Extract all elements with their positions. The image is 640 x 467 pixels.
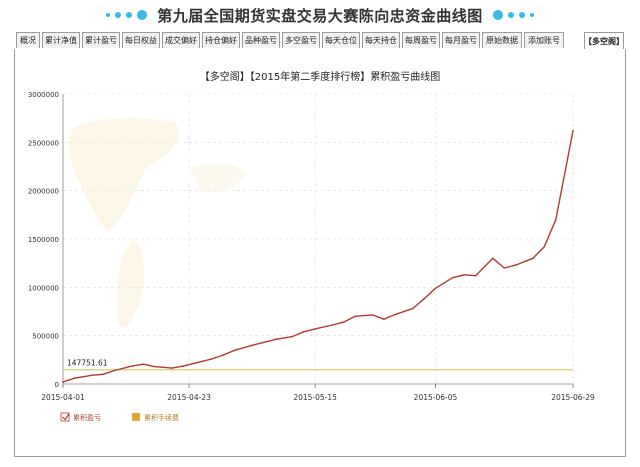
decor-dots-left	[106, 10, 148, 20]
tab-weekly-pnl[interactable]: 每周盈亏	[402, 32, 440, 48]
legend-label-cumulative-fee: 累积手续费	[144, 413, 179, 422]
decor-dot	[507, 12, 514, 18]
annotation-fee-value: 147751.61	[67, 359, 108, 368]
data-point-cumulative-pnl	[371, 314, 374, 316]
data-point-cumulative-pnl	[171, 367, 173, 369]
tab-duokongge[interactable]: 【多空阁】	[584, 32, 624, 49]
decor-dot	[126, 12, 133, 18]
data-point-cumulative-pnl	[182, 365, 185, 367]
tab-product-pnl[interactable]: 品种盈亏	[242, 32, 280, 48]
data-point-cumulative-pnl	[73, 377, 76, 380]
x-tick-label: 2015-04-23	[167, 393, 211, 402]
tab-cumulative-nav[interactable]: 累计净值	[42, 32, 80, 48]
data-point-cumulative-pnl	[211, 358, 213, 360]
decor-dot	[115, 12, 122, 18]
y-tick-label: 0	[55, 381, 59, 389]
data-point-cumulative-pnl	[543, 245, 546, 248]
decor-dot	[137, 10, 148, 20]
chart-panel: 0 500000 1000000 1500000 2000000 2500000 30000…	[14, 49, 626, 457]
tab-raw-data[interactable]: 原始数据	[482, 32, 522, 48]
data-point-cumulative-pnl	[314, 328, 316, 330]
data-point-cumulative-pnl	[394, 313, 397, 316]
chart-series: 147751.61	[62, 129, 574, 383]
pnl-chart: 0 500000 1000000 1500000 2000000 2500000 30000…	[28, 70, 595, 422]
data-point-cumulative-pnl	[302, 331, 305, 333]
check-icon	[62, 413, 70, 421]
data-point-cumulative-pnl	[491, 257, 494, 260]
y-tick-label: 2500000	[28, 139, 59, 147]
data-point-cumulative-pnl	[383, 318, 385, 321]
data-point-cumulative-pnl	[354, 315, 357, 318]
data-point-cumulative-pnl	[451, 276, 454, 279]
data-point-cumulative-pnl	[474, 274, 477, 277]
y-tick-label: 2000000	[28, 188, 59, 196]
x-tick-label: 2015-05-15	[293, 393, 337, 402]
data-point-cumulative-pnl	[251, 344, 253, 347]
data-point-cumulative-pnl	[262, 341, 265, 344]
legend-label-cumulative-pnl: 累积盈亏	[73, 413, 101, 422]
x-tick-label: 2015-06-05	[414, 393, 458, 402]
data-point-cumulative-pnl	[234, 349, 236, 351]
data-point-cumulative-pnl	[222, 354, 225, 356]
data-point-cumulative-pnl	[514, 264, 517, 266]
tab-daily-position[interactable]: 每天仓位	[322, 32, 360, 48]
data-point-cumulative-pnl	[113, 369, 116, 372]
tab-cumulative-pnl[interactable]: 累计盈亏	[82, 32, 120, 48]
data-point-cumulative-pnl	[411, 307, 414, 310]
data-point-cumulative-pnl	[572, 129, 574, 132]
data-point-cumulative-pnl	[555, 218, 557, 221]
data-point-cumulative-pnl	[142, 363, 145, 365]
decor-dot	[492, 10, 503, 20]
data-point-cumulative-pnl	[331, 324, 334, 326]
page-title: 第九届全国期货实盘交易大赛陈向忠资金曲线图	[157, 6, 483, 25]
x-tick-label: 2015-06-29	[551, 393, 595, 402]
chart-title: 【多空阁】【2015年第二季度排行榜】累积盈亏曲线图	[200, 70, 440, 83]
decor-dot	[529, 13, 534, 17]
data-point-cumulative-pnl	[503, 267, 506, 269]
data-point-cumulative-pnl	[274, 338, 276, 341]
tab-position-pref[interactable]: 持仓偏好	[202, 32, 240, 48]
decor-dot	[518, 12, 525, 18]
page-banner: 第九届全国期货实盘交易大赛陈向忠资金曲线图	[0, 0, 640, 30]
legend-swatch-cumulative-pnl	[60, 412, 70, 422]
decor-dot	[106, 13, 111, 17]
tab-add-account[interactable]: 添加账号	[524, 32, 564, 48]
data-point-cumulative-pnl	[434, 287, 437, 290]
tab-monthly-pnl[interactable]: 每月盈亏	[442, 32, 480, 48]
x-tick-label: 2015-04-01	[41, 393, 85, 402]
tab-long-short-pnl[interactable]: 多空盈亏	[282, 32, 320, 48]
data-point-cumulative-pnl	[153, 365, 156, 368]
tab-daily-equity[interactable]: 每日权益	[122, 32, 160, 48]
chart-axes: 0 500000 1000000 1500000 2000000 2500000 30000…	[28, 91, 595, 402]
data-point-cumulative-pnl	[193, 362, 196, 365]
tab-overview[interactable]: 概况	[16, 32, 40, 48]
data-point-cumulative-pnl	[102, 373, 104, 376]
decor-dots-right	[492, 10, 534, 20]
data-point-cumulative-pnl	[342, 321, 345, 323]
y-tick-label: 500000	[32, 333, 59, 341]
world-map-watermark	[69, 118, 245, 328]
legend-swatch-cumulative-fee	[132, 413, 140, 421]
data-point-cumulative-pnl	[423, 298, 425, 300]
tab-bar: 概况 累计净值 累计盈亏 每日权益 成交偏好 持仓偏好 品种盈亏 多空盈亏 每天…	[14, 31, 626, 50]
tab-daily-holdings[interactable]: 每天持仓	[362, 32, 400, 48]
data-point-cumulative-pnl	[62, 381, 64, 383]
data-point-cumulative-pnl	[90, 374, 93, 377]
y-tick-label: 1000000	[28, 284, 59, 292]
data-point-cumulative-pnl	[130, 365, 133, 367]
y-tick-label: 3000000	[28, 91, 59, 99]
y-tick-label: 1500000	[28, 236, 59, 244]
data-point-cumulative-pnl	[291, 335, 294, 338]
data-point-cumulative-pnl	[463, 273, 465, 276]
chart-legend: 累积盈亏 累积手续费	[60, 412, 179, 422]
data-point-cumulative-pnl	[532, 257, 534, 260]
tab-trade-pref[interactable]: 成交偏好	[162, 32, 200, 48]
